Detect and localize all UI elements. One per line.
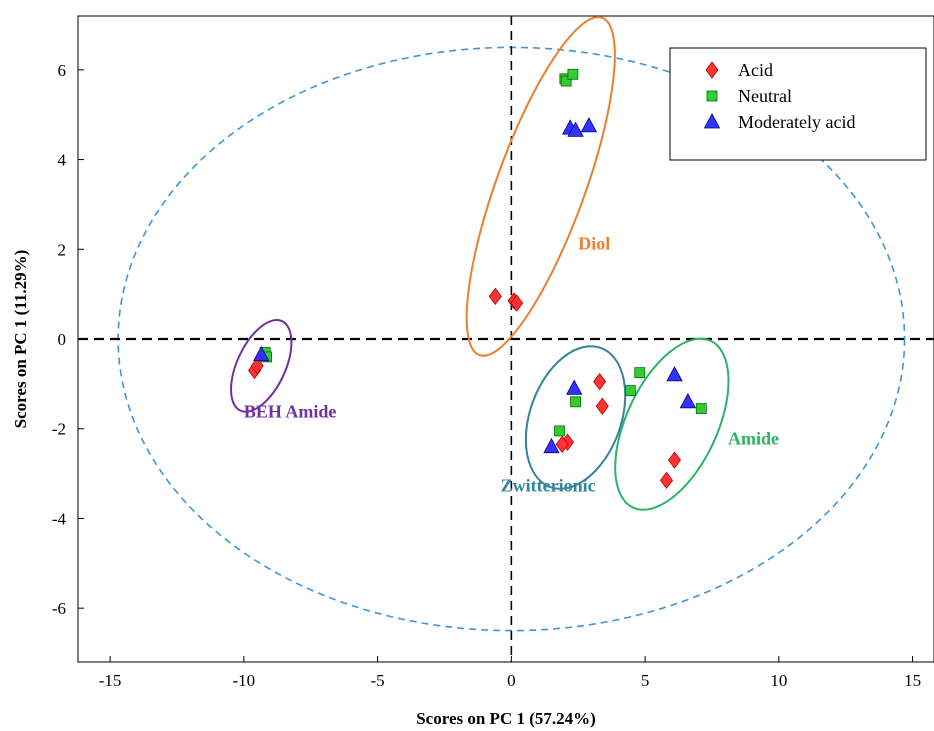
point-neutral-9 <box>695 403 707 414</box>
legend-box <box>669 47 927 161</box>
legend-marker-acid <box>705 61 719 79</box>
point-neutral-7 <box>634 367 646 379</box>
x-tick-label: 5 <box>641 671 650 690</box>
point-acid-2 <box>488 287 502 306</box>
y-tick-label: -4 <box>52 509 67 528</box>
point-acid-10 <box>660 471 673 489</box>
group-label-diol: Diol <box>578 233 610 253</box>
legend: Acid Neutral Moderately acid <box>669 47 927 161</box>
point-acid-6 <box>595 397 609 415</box>
y-tick-label: 4 <box>58 151 67 170</box>
legend-marker-moderately-acid <box>703 113 721 129</box>
data-points <box>248 68 707 489</box>
point-acid-9 <box>668 451 682 469</box>
group-ellipse-beh-amide <box>230 319 293 413</box>
legend-marker-neutral <box>706 90 718 102</box>
legend-label-acid: Acid <box>738 60 773 80</box>
point-moderately-acid-0 <box>253 345 270 362</box>
x-tick-label: 15 <box>904 671 921 690</box>
x-tick-label: -5 <box>371 671 385 690</box>
x-tick-label: -15 <box>99 671 122 690</box>
legend-label-neutral: Neutral <box>738 86 792 106</box>
point-acid-5 <box>593 372 607 391</box>
point-moderately-acid-6 <box>666 366 683 382</box>
y-tick-label: -2 <box>52 420 66 439</box>
group-ellipse-diol <box>465 16 616 357</box>
x-tick-label: 10 <box>770 671 787 690</box>
x-axis-ticks: -15 -10 -5 0 5 10 15 <box>99 656 921 690</box>
point-moderately-acid-3 <box>580 117 598 133</box>
x-tick-label: -10 <box>233 671 256 690</box>
group-label-zwitterionic: Zwitterionic <box>501 476 596 496</box>
point-moderately-acid-5 <box>543 437 560 454</box>
x-axis-label: Scores on PC 1 (57.24%) <box>416 709 596 728</box>
group-label-amide: Amide <box>728 428 779 448</box>
point-neutral-8 <box>624 385 636 396</box>
point-acid-1 <box>250 357 264 375</box>
y-axis-ticks: -6 -4 -2 0 2 4 6 <box>52 61 84 618</box>
point-acid-4 <box>510 294 524 312</box>
y-axis-label: Scores on PC 1 (11.29%) <box>11 250 30 429</box>
point-moderately-acid-7 <box>679 392 697 409</box>
point-moderately-acid-4 <box>566 379 583 395</box>
point-neutral-5 <box>570 396 581 408</box>
zero-lines <box>78 16 934 662</box>
group-label-beh-amide: BEH Amide <box>244 402 337 422</box>
group-ellipse-amide <box>614 337 730 511</box>
point-neutral-4 <box>567 68 579 80</box>
point-neutral-6 <box>554 425 565 437</box>
y-tick-label: 6 <box>58 61 67 80</box>
legend-label-moderately-acid: Moderately acid <box>738 112 855 132</box>
group-ellipse-zwitterionic <box>524 345 627 490</box>
point-moderately-acid-2 <box>567 121 584 137</box>
point-acid-8 <box>555 435 569 454</box>
point-neutral-3 <box>560 75 572 87</box>
group-ellipses: BEH Amide Diol Zwitterionic Amide <box>230 16 779 511</box>
y-tick-label: 0 <box>58 330 67 349</box>
y-tick-label: 2 <box>58 240 67 259</box>
x-tick-label: 0 <box>507 671 516 690</box>
y-tick-label: -6 <box>52 599 66 618</box>
